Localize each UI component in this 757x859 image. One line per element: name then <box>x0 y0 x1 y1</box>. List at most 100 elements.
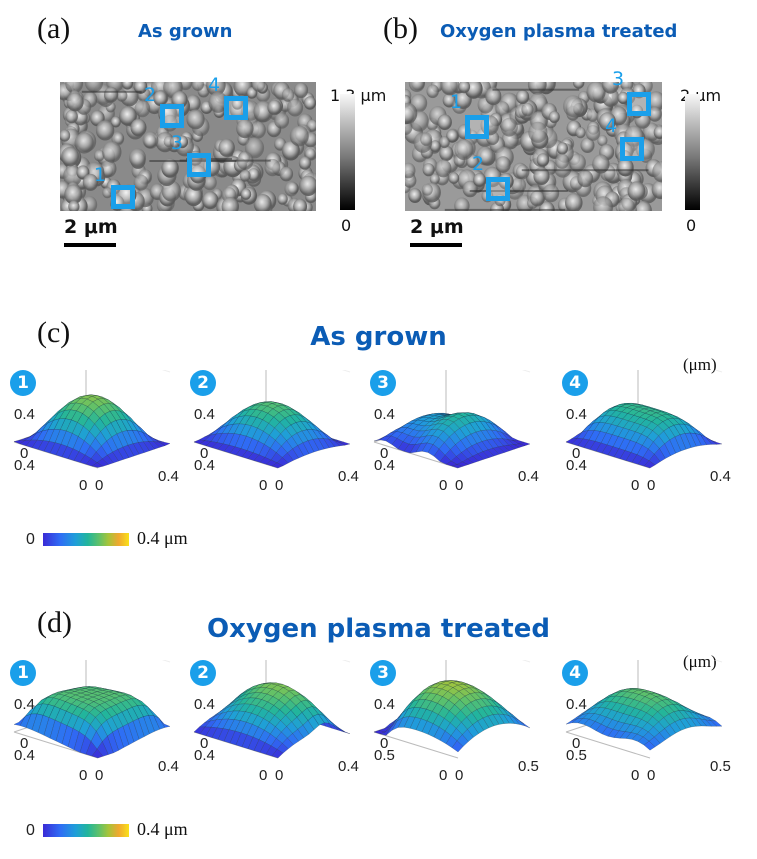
parula-colorbar <box>43 533 129 546</box>
y-axis-min-tick: 0 <box>631 477 640 494</box>
grain <box>247 168 260 182</box>
x-axis-line <box>373 441 459 469</box>
surface-plot-2: 2 0.4 0 0.4 0 0 0.4 <box>190 370 370 500</box>
region-box-4 <box>620 137 644 161</box>
y-axis-max-tick: 0.4 <box>14 747 35 764</box>
surface-facet <box>271 462 284 469</box>
surface-facet <box>451 740 464 753</box>
surface-canvas <box>13 660 171 759</box>
region-number-badge: 3 <box>370 660 396 686</box>
panel-a-title: As grown <box>138 21 233 42</box>
marker-label-3: 3 <box>171 132 184 154</box>
grain <box>94 149 105 162</box>
grain <box>104 86 119 103</box>
x-axis-max-tick: 0.4 <box>518 468 539 485</box>
marker-label-1: 1 <box>450 91 463 113</box>
grain <box>439 145 454 161</box>
grain <box>563 95 583 117</box>
x-axis-max-tick: 0.4 <box>158 468 179 485</box>
x-axis-max-tick: 0.4 <box>338 468 359 485</box>
panel-c-label: (c) <box>37 316 71 349</box>
grain <box>281 88 295 102</box>
scale-bar-label: 2 μm <box>64 216 118 238</box>
grain <box>218 138 235 157</box>
grain <box>516 89 530 105</box>
grain <box>580 137 595 153</box>
colorbar-max-label: 0.4 μm <box>137 819 188 839</box>
grain <box>500 117 518 137</box>
grain <box>473 173 486 187</box>
region-box-1 <box>111 185 135 209</box>
grain <box>405 162 416 179</box>
grain <box>516 164 530 180</box>
grain <box>454 139 474 161</box>
grain <box>202 175 217 191</box>
grayscale-colorbar <box>685 94 700 210</box>
grain <box>435 159 452 178</box>
x-axis-min-tick: 0 <box>455 477 464 494</box>
grain <box>100 160 117 178</box>
grain <box>495 101 510 117</box>
surface-plot-1: 1 0.4 0 0.4 0 0 0.4 <box>10 370 190 500</box>
grain <box>61 146 79 167</box>
surface-canvas <box>373 660 531 759</box>
back-grid-line <box>161 370 171 373</box>
y-axis-max-tick: 0.4 <box>566 457 587 474</box>
grain <box>569 153 586 172</box>
z-axis-min-tick: 0 <box>200 445 209 462</box>
grain <box>529 190 545 207</box>
back-grid-line <box>161 660 171 663</box>
scale-bar <box>64 243 116 247</box>
grain <box>191 82 204 91</box>
region-number-badge: 1 <box>10 660 36 686</box>
grain <box>592 154 610 174</box>
x-axis-min-tick: 0 <box>95 767 104 784</box>
scale-bar <box>410 243 462 247</box>
scan-artifact <box>149 160 237 162</box>
grain <box>536 153 550 167</box>
grain <box>533 167 550 185</box>
grain <box>476 146 494 166</box>
scan-artifact <box>492 88 580 91</box>
back-grid-line <box>341 660 351 663</box>
z-axis-max-tick: 0.4 <box>374 406 395 423</box>
surface-facet <box>271 749 284 759</box>
grain <box>528 121 548 143</box>
scan-artifact <box>81 90 142 93</box>
surface-facet <box>91 462 104 468</box>
grain <box>601 82 620 94</box>
y-axis-min-tick: 0 <box>439 477 448 494</box>
region-number-badge: 3 <box>370 370 396 396</box>
grain <box>653 125 662 140</box>
z-axis-min-tick: 0 <box>200 735 209 752</box>
marker-label-2: 2 <box>472 153 485 175</box>
z-axis-min-tick: 0 <box>572 735 581 752</box>
surface-facet <box>451 464 464 469</box>
colorbar-min-label: 0 <box>341 216 352 235</box>
grain <box>511 177 526 194</box>
surface-facet <box>643 460 656 469</box>
grain <box>68 200 80 211</box>
grain <box>495 156 511 173</box>
z-axis-min-tick: 0 <box>380 735 389 752</box>
grain <box>65 109 78 124</box>
grain <box>169 136 181 148</box>
x-axis-min-tick: 0 <box>647 767 656 784</box>
grain <box>429 140 441 153</box>
grain <box>60 129 71 142</box>
x-axis-max-tick: 0.4 <box>710 468 731 485</box>
z-axis-min-tick: 0 <box>572 445 581 462</box>
grain <box>251 82 266 92</box>
x-axis-max-tick: 0.5 <box>518 758 539 775</box>
grain <box>446 129 459 143</box>
x-axis-min-tick: 0 <box>275 477 284 494</box>
y-axis-min-tick: 0 <box>631 767 640 784</box>
surface-canvas <box>193 370 351 469</box>
surface-plot-3: 3 0.4 0 0.5 0 0 0.5 <box>370 660 550 790</box>
x-axis-line <box>565 731 651 759</box>
grain <box>420 132 433 146</box>
y-axis-max-tick: 0.5 <box>566 747 587 764</box>
colorbar-min-label: 0 <box>26 531 35 548</box>
grain <box>277 193 288 205</box>
grain <box>161 158 179 178</box>
